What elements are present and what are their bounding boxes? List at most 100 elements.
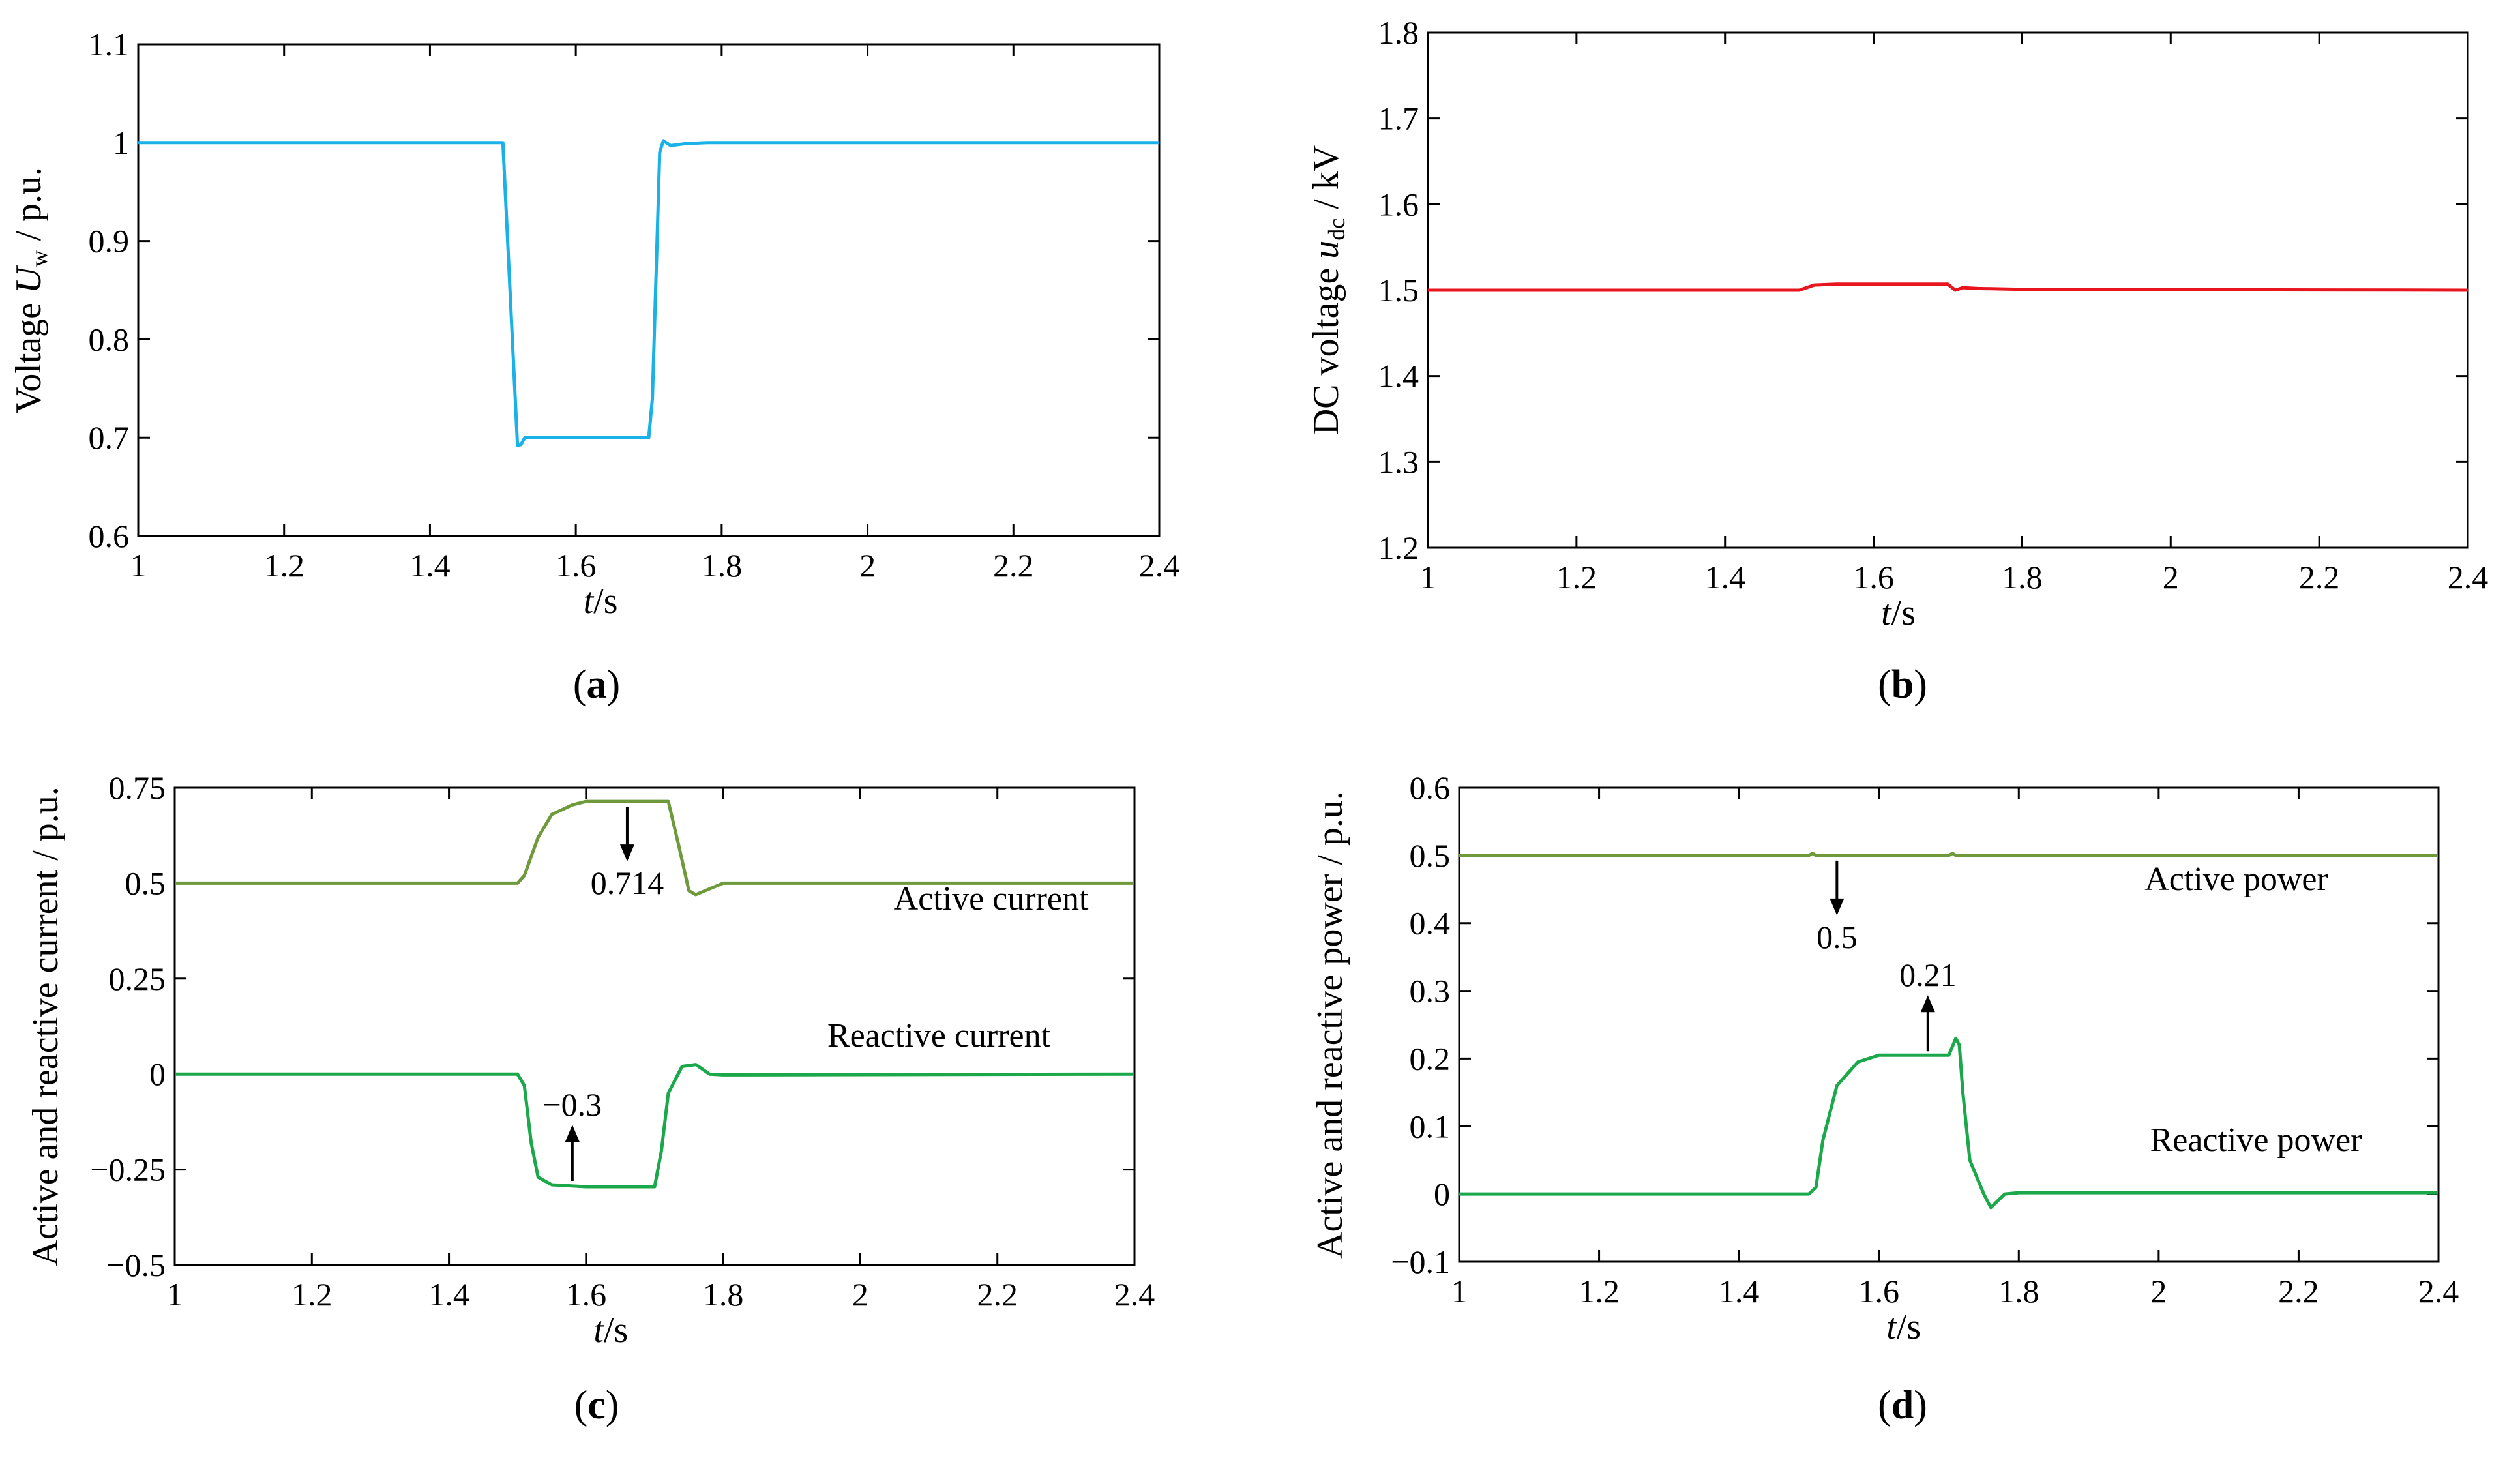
caption-letter: a	[587, 663, 607, 707]
series-line-uw	[138, 139, 1159, 447]
y-tick-label: 0.9	[89, 223, 130, 260]
y-tick-label: −0.5	[106, 1247, 166, 1283]
series-line-reactive-power	[1459, 1036, 2438, 1210]
y-tick-label: 1.8	[1378, 14, 1419, 51]
y-tick-label: 0.75	[109, 769, 166, 806]
panel-caption: (b)	[1878, 663, 1927, 707]
chart-panel-d: 1 1.2 1.4 1.6 1.8 2 2.2 2.4 −0.1 0 0.1 0.2 0.3 0.4 0.5…	[1310, 769, 2459, 1427]
series-label-active-current: Active current	[894, 880, 1089, 917]
x-axis-label: t/s	[584, 581, 618, 621]
x-tick-label: 2.4	[2448, 559, 2489, 595]
series-line-udc	[1428, 282, 2468, 292]
x-tick-label: 1.8	[702, 547, 743, 584]
annotation-label: 0.714	[591, 865, 664, 901]
y-axis-label-after: / p.u.	[8, 167, 49, 250]
panel-caption: (a)	[573, 663, 620, 707]
annotation-arrowhead	[1920, 995, 1935, 1013]
y-tick-label: −0.1	[1391, 1244, 1450, 1280]
x-axis-label-italic: t	[584, 581, 595, 621]
y-tick-label: 0.2	[1410, 1040, 1451, 1077]
y-axis-label-sub: dc	[1324, 218, 1350, 241]
panel-caption: (c)	[574, 1383, 619, 1427]
x-tick-label: 1.8	[1998, 1273, 2039, 1309]
x-tick-label: 1.4	[1704, 559, 1745, 595]
x-axis-label-italic: t	[1881, 593, 1892, 633]
y-axis-label-italic: u	[1306, 241, 1346, 259]
caption-letter: c	[587, 1383, 606, 1427]
annotation-arrowhead	[619, 844, 634, 862]
annotation-arrowhead	[565, 1125, 580, 1142]
y-tick-label: 0.5	[125, 865, 166, 901]
x-tick-label: 1.8	[703, 1276, 744, 1313]
x-tick-label: 2.4	[1139, 547, 1180, 584]
y-tick-label: −0.25	[90, 1152, 166, 1188]
y-tick-label: 1.1	[89, 26, 130, 63]
x-tick-label: 1	[1451, 1273, 1468, 1309]
x-axis-label-italic: t	[1886, 1307, 1897, 1347]
x-tick-label: 1.6	[556, 547, 597, 584]
x-tick-label: 1.6	[566, 1276, 607, 1313]
x-tick-label: 2	[859, 547, 876, 584]
y-tick-label: 1.3	[1378, 443, 1419, 480]
panel-caption: (d)	[1878, 1383, 1927, 1427]
y-axis-label: DC voltage udc / kV	[1306, 145, 1350, 436]
caption-open: (	[573, 663, 587, 707]
chart-panel-c: 1 1.2 1.4 1.6 1.8 2 2.2 2.4 −0.5 −0.25 0 0.25 0.5 0.7…	[25, 769, 1155, 1427]
chart-panel-a: 1 1.2 1.4 1.6 1.8 2 2.2 2.4 0.6 0.7 0.8 0.9 1 1.1 t/s V…	[8, 26, 1179, 707]
x-tick-label: 1.8	[2002, 559, 2043, 595]
y-tick-label: 0	[1434, 1176, 1450, 1212]
y-tick-label: 1.4	[1378, 358, 1419, 395]
y-tick-label: 1.7	[1378, 100, 1419, 137]
caption-letter: d	[1891, 1383, 1914, 1427]
x-axis-label: t/s	[1886, 1307, 1921, 1347]
y-tick-label: 0.8	[89, 321, 130, 357]
series-label-active-power: Active power	[2144, 861, 2328, 898]
annotation-label: −0.3	[542, 1086, 602, 1123]
caption-close: )	[606, 1383, 619, 1427]
x-axis-label: t/s	[593, 1310, 628, 1350]
y-tick-label: 0.6	[89, 518, 130, 554]
y-axis-label-before: Active and reactive power / p.u.	[1310, 791, 1350, 1259]
caption-open: (	[1878, 663, 1891, 707]
x-tick-label: 1	[130, 547, 147, 584]
y-tick-label: 1.2	[1378, 529, 1419, 566]
y-tick-label: 1	[113, 125, 129, 161]
x-axis-label-rest: /s	[593, 581, 617, 621]
x-tick-label: 1.4	[428, 1276, 469, 1313]
series-line-reactive-current	[175, 1063, 1135, 1189]
y-tick-label: 0.3	[1410, 973, 1451, 1009]
x-tick-label: 2.2	[977, 1276, 1018, 1313]
y-tick-label: 0.25	[109, 961, 166, 997]
x-tick-label: 1.4	[409, 547, 451, 584]
caption-letter: b	[1891, 663, 1914, 707]
x-tick-label: 1.2	[1556, 559, 1597, 595]
plot-frame	[137, 43, 1161, 537]
y-axis-label: Voltage Uw / p.u.	[8, 167, 52, 413]
x-axis-label-rest: /s	[604, 1310, 628, 1350]
x-tick-label: 2.2	[2299, 559, 2340, 595]
x-tick-label: 2	[2150, 1273, 2167, 1309]
plot-frame	[173, 786, 1136, 1266]
x-tick-label: 2.4	[1114, 1276, 1155, 1313]
x-tick-label: 2	[852, 1276, 868, 1313]
x-tick-label: 1.6	[1858, 1273, 1899, 1309]
y-tick-label: 1.5	[1378, 272, 1419, 308]
y-axis-label: Active and reactive current / p.u.	[25, 786, 66, 1266]
annotation-arrowhead	[1830, 898, 1845, 916]
annotation-label: 0.21	[1899, 957, 1957, 993]
caption-close: )	[1914, 1383, 1927, 1427]
x-axis-label: t/s	[1881, 593, 1916, 633]
caption-open: (	[574, 1383, 588, 1427]
plot-frame	[1458, 786, 2440, 1263]
x-tick-label: 1.2	[291, 1276, 333, 1313]
series-label-reactive-power: Reactive power	[2150, 1122, 2362, 1159]
y-tick-label: 0	[149, 1056, 166, 1092]
x-tick-label: 2.2	[993, 547, 1034, 584]
x-tick-label: 1.2	[263, 547, 304, 584]
x-tick-label: 1	[1420, 559, 1436, 595]
y-axis-label-before: Active and reactive current / p.u.	[25, 786, 66, 1266]
x-tick-label: 1	[167, 1276, 183, 1313]
caption-close: )	[1914, 663, 1927, 707]
y-tick-label: 0.5	[1410, 837, 1451, 874]
